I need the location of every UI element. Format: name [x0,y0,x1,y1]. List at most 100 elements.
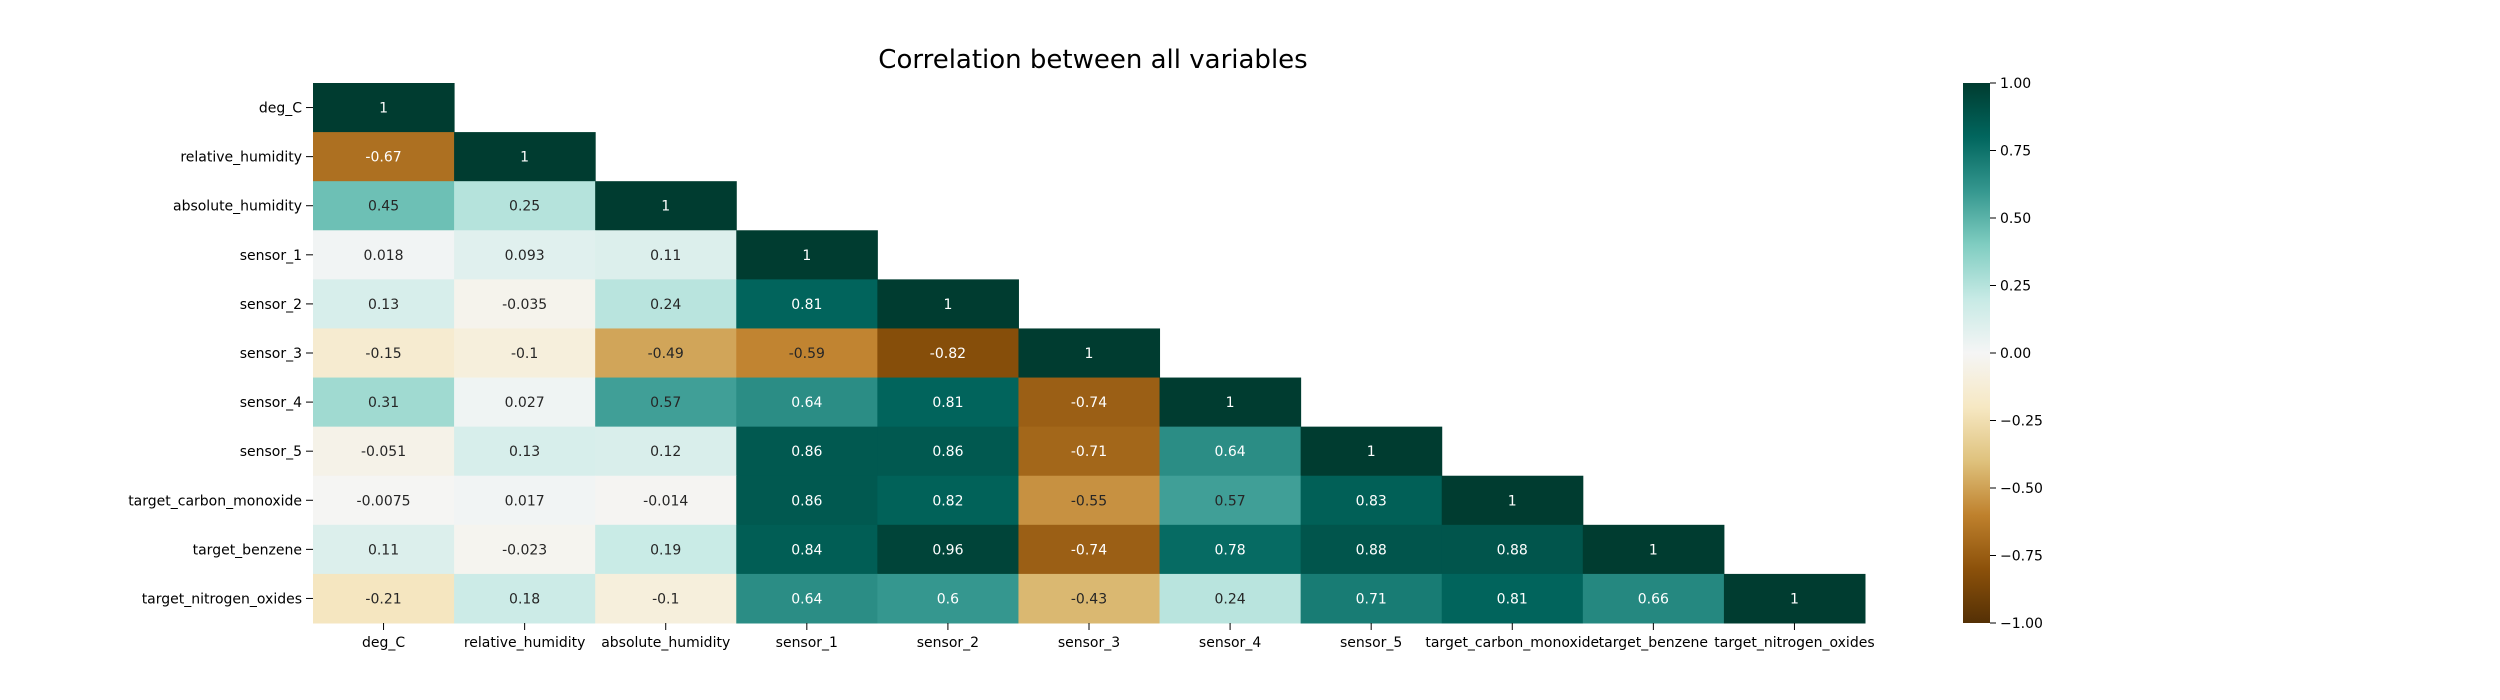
heatmap-cell-sensor-5-sensor-3 [1018,426,1161,477]
heatmap-cell-target-nitrogen-oxides-sensor-2 [877,573,1019,624]
heatmap-cell-target-carbon-monoxide-sensor-5 [1300,475,1443,526]
cell-value-label-target-nitrogen-oxides-sensor-3: -0.43 [1071,591,1107,607]
cell-value-label-target-benzene-absolute-humidity: 0.19 [650,542,681,558]
heatmap-cell-sensor-2-sensor-1 [736,279,878,329]
heatmap-cell-sensor-1-relative-humidity [454,230,596,280]
x-tick-label-target-benzene: target_benzene [1599,635,1708,651]
heatmap-cell-target-nitrogen-oxides-deg-C [313,573,455,624]
heatmap-cell-target-carbon-monoxide-sensor-4 [1159,475,1302,526]
heatmap-cell-target-benzene-sensor-3 [1018,524,1161,575]
heatmap-cell-target-nitrogen-oxides-sensor-3 [1018,573,1161,624]
heatmap-cell-sensor-2-sensor-2 [877,279,1019,329]
cell-value-label-target-benzene-sensor-5: 0.88 [1356,542,1387,558]
y-tick-label-target-carbon-monoxide: target_carbon_monoxide [128,493,302,509]
x-tick-label-sensor-5: sensor_5 [1340,635,1402,651]
heatmap-cell-sensor-3-relative-humidity [454,328,596,379]
heatmap-cell-sensor-4-relative-humidity [454,377,596,428]
heatmap-cell-target-nitrogen-oxides-relative-humidity [454,573,596,624]
heatmap-cell-target-benzene-deg-C [313,524,455,575]
heatmap-cell-absolute-humidity-deg-C [313,181,455,231]
heatmap-cell-sensor-5-sensor-4 [1159,426,1302,477]
heatmap-cell-target-nitrogen-oxides-sensor-1 [736,573,878,624]
heatmap-cell-relative-humidity-deg-C [313,132,455,182]
heatmap-cell-sensor-5-deg-C [313,426,455,477]
heatmap-cell-sensor-4-sensor-3 [1018,377,1161,428]
cell-value-label-target-nitrogen-oxides-target-carbon-monoxide: 0.81 [1497,591,1528,607]
x-tick-label-deg-C: deg_C [362,635,405,651]
x-tick-label-target-nitrogen-oxides: target_nitrogen_oxides [1714,635,1874,651]
x-tick-label-absolute-humidity: absolute_humidity [601,635,730,651]
y-tick-label-sensor-5: sensor_5 [240,444,302,460]
x-tick-label-sensor-1: sensor_1 [776,635,838,651]
cell-value-label-relative-humidity-deg-C: -0.67 [365,150,401,166]
heatmap-cell-sensor-4-sensor-4 [1159,377,1302,428]
y-tick-label-target-benzene: target_benzene [193,542,302,558]
cell-value-label-target-carbon-monoxide-deg-C: -0.0075 [357,493,411,509]
y-tick-label-sensor-1: sensor_1 [240,248,302,264]
cell-value-label-absolute-humidity-absolute-humidity: 1 [661,199,670,215]
heatmap-cell-target-benzene-sensor-1 [736,524,878,575]
heatmap-cell-sensor-1-deg-C [313,230,455,280]
cell-value-label-sensor-3-sensor-2: -0.82 [930,346,966,362]
cell-value-label-target-carbon-monoxide-absolute-humidity: -0.014 [643,493,688,509]
cell-value-label-target-nitrogen-oxides-sensor-4: 0.24 [1215,591,1246,607]
cell-value-label-target-nitrogen-oxides-target-nitrogen-oxides: 1 [1790,591,1799,607]
heatmap-cell-sensor-5-sensor-5 [1300,426,1443,477]
heatmap-cell-deg-C-deg-C [313,83,455,133]
cell-value-label-absolute-humidity-relative-humidity: 0.25 [509,199,540,215]
heatmap-cell-sensor-5-sensor-1 [736,426,878,477]
cell-value-label-sensor-4-sensor-3: -0.74 [1071,395,1107,411]
heatmap-cell-sensor-4-sensor-1 [736,377,878,428]
heatmap-cell-absolute-humidity-absolute-humidity [595,181,737,231]
cell-value-label-target-nitrogen-oxides-absolute-humidity: -0.1 [652,591,679,607]
y-tick-label-absolute-humidity: absolute_humidity [173,199,302,215]
heatmap-cell-sensor-4-absolute-humidity [595,377,737,428]
cell-value-label-sensor-4-sensor-4: 1 [1226,395,1235,411]
x-tick-labels: deg_C relative_humidity absolute_humidity s… [362,623,1875,651]
cell-value-label-target-nitrogen-oxides-sensor-5: 0.71 [1356,591,1387,607]
heatmap-cell-relative-humidity-relative-humidity [454,132,596,182]
cell-value-label-target-carbon-monoxide-target-carbon-monoxide: 1 [1508,493,1517,509]
cell-value-label-sensor-5-sensor-5: 1 [1367,444,1376,460]
y-tick-label-sensor-3: sensor_3 [240,346,302,362]
heatmap-cell-sensor-5-relative-humidity [454,426,596,477]
x-tick-label-sensor-3: sensor_3 [1058,635,1120,651]
cell-value-label-target-benzene-sensor-2: 0.96 [932,542,963,558]
heatmap-cell-target-carbon-monoxide-sensor-2 [877,475,1019,526]
cell-value-label-sensor-2-relative-humidity: -0.035 [502,297,547,313]
heatmap-cell-target-nitrogen-oxides-sensor-4 [1159,573,1302,624]
cell-value-label-sensor-2-sensor-1: 0.81 [791,297,822,313]
cell-value-label-target-carbon-monoxide-sensor-3: -0.55 [1071,493,1107,509]
cell-value-label-sensor-4-sensor-1: 0.64 [791,395,822,411]
colorbar-tick-label: 0.25 [2000,279,2031,295]
cell-value-label-target-carbon-monoxide-sensor-2: 0.82 [932,493,963,509]
heatmap-cell-target-benzene-target-benzene [1582,524,1725,575]
cell-value-label-absolute-humidity-deg-C: 0.45 [368,199,399,215]
cell-value-label-sensor-3-sensor-1: -0.59 [789,346,825,362]
cell-value-label-sensor-2-absolute-humidity: 0.24 [650,297,681,313]
cell-value-label-target-nitrogen-oxides-deg-C: -0.21 [365,591,401,607]
heatmap-cell-target-carbon-monoxide-sensor-1 [736,475,878,526]
colorbar-gradient [1963,83,1990,623]
cell-value-label-target-nitrogen-oxides-sensor-1: 0.64 [791,591,822,607]
heatmap-cell-target-benzene-absolute-humidity [595,524,737,575]
cell-value-label-target-nitrogen-oxides-relative-humidity: 0.18 [509,591,540,607]
heatmap-cell-target-benzene-relative-humidity [454,524,596,575]
cell-value-label-target-benzene-target-benzene: 1 [1649,542,1658,558]
cell-value-label-target-nitrogen-oxides-target-benzene: 0.66 [1638,591,1669,607]
cell-value-label-target-benzene-sensor-3: -0.74 [1071,542,1107,558]
heatmap-cell-target-carbon-monoxide-target-carbon-monoxide [1441,475,1584,526]
cell-value-label-target-benzene-deg-C: 0.11 [368,542,399,558]
cell-value-label-sensor-1-deg-C: 0.018 [363,248,403,264]
cell-value-label-target-benzene-relative-humidity: -0.023 [502,542,547,558]
heatmap-cell-target-nitrogen-oxides-absolute-humidity [595,573,737,624]
heatmap-cell-sensor-5-absolute-humidity [595,426,737,477]
cell-value-label-target-carbon-monoxide-sensor-1: 0.86 [791,493,822,509]
heatmap-cell-sensor-3-absolute-humidity [595,328,737,379]
cell-value-label-sensor-5-sensor-2: 0.86 [932,444,963,460]
heatmap-cell-sensor-2-relative-humidity [454,279,596,329]
cell-value-label-sensor-5-deg-C: -0.051 [361,444,406,460]
heatmap-cell-absolute-humidity-relative-humidity [454,181,596,231]
heatmap-cell-sensor-4-sensor-2 [877,377,1019,428]
